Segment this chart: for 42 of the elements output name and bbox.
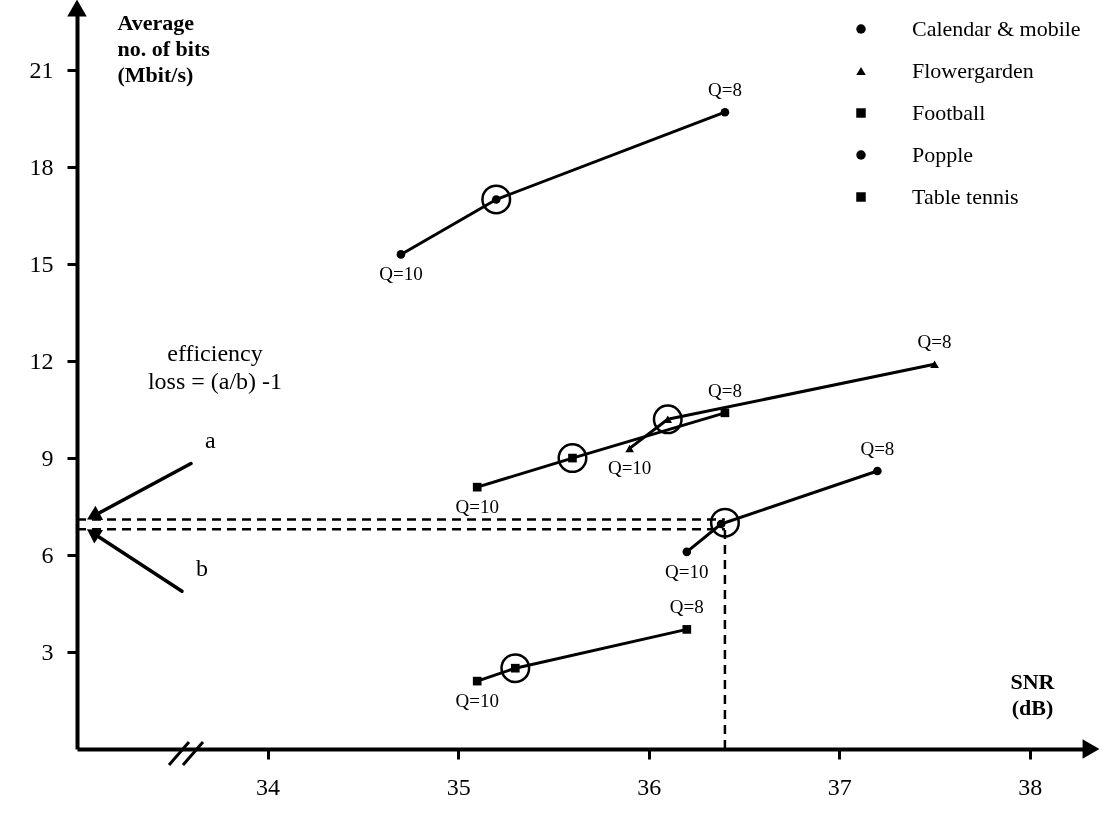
annotation: Q=8 — [707, 379, 742, 401]
y-axis-title: Average no. of bits (Mbit/s) — [117, 9, 211, 87]
annotation: Q=8 — [707, 79, 742, 101]
point — [472, 482, 482, 492]
legend-label: Football — [912, 100, 986, 125]
x-tick-label: 35 — [446, 773, 471, 800]
legend-label: Popple — [912, 142, 974, 167]
x-tick-label: 34 — [256, 773, 281, 800]
legend-label: Table tennis — [912, 184, 1019, 209]
point — [720, 408, 730, 418]
y-tick-label: 3 — [41, 638, 54, 665]
legend-label: Flowergarden — [912, 58, 1034, 83]
annotation: efficiency loss = (a/b) -1 — [147, 340, 283, 394]
y-tick-label: 6 — [41, 541, 54, 568]
legend-label: Calendar & mobile — [912, 16, 1081, 41]
point — [396, 250, 406, 259]
point — [720, 107, 730, 117]
point — [682, 625, 692, 634]
point — [472, 676, 482, 686]
y-tick-label: 18 — [29, 153, 54, 180]
annotation: Q=10 — [379, 263, 423, 285]
y-tick-label: 9 — [41, 444, 54, 471]
point — [873, 466, 882, 476]
point — [625, 444, 634, 453]
y-tick-label: 15 — [29, 250, 54, 277]
y-tick-label: 21 — [29, 56, 54, 83]
point — [682, 547, 692, 557]
annotation: Q=8 — [917, 331, 952, 353]
annotation: Q=10 — [455, 690, 499, 712]
annotation: Q=10 — [665, 560, 709, 582]
x-tick-label: 36 — [637, 773, 662, 800]
x-axis-title: SNR (dB) — [1010, 668, 1056, 720]
annotation: Q=8 — [860, 438, 895, 460]
x-tick-label: 37 — [827, 773, 852, 800]
annotation: Q=10 — [607, 457, 652, 479]
annotation: Q=10 — [455, 496, 499, 518]
x-tick-label: 38 — [1018, 773, 1043, 800]
ref-line-label: b — [196, 555, 208, 582]
ref-line-label: a — [205, 427, 216, 454]
y-tick-label: 12 — [29, 347, 54, 374]
point — [930, 360, 939, 369]
annotation: Q=8 — [669, 596, 704, 618]
